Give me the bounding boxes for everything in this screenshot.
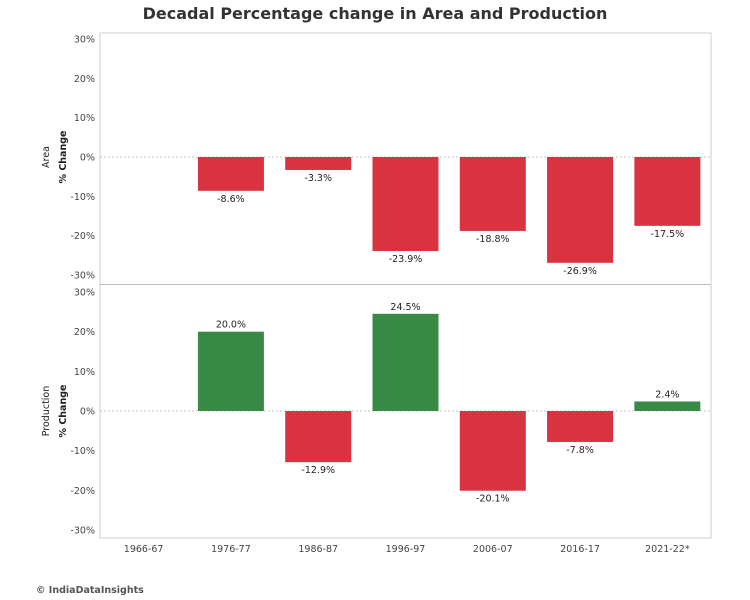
data-label: -17.5% — [651, 229, 685, 240]
y-tick-label: -20% — [70, 486, 95, 497]
y-tick-label: -30% — [70, 526, 95, 537]
x-tick-label: 2021-22* — [645, 544, 690, 555]
bar — [285, 411, 352, 463]
x-tick-label: 1966-67 — [124, 544, 164, 555]
data-label: -20.1% — [476, 494, 510, 505]
chart-title: Decadal Percentage change in Area and Pr… — [142, 4, 608, 23]
bar — [285, 157, 352, 170]
x-tick-label: 2016-17 — [560, 544, 600, 555]
x-tick-label: 2006-07 — [473, 544, 513, 555]
bar — [547, 157, 614, 263]
footer-credit: © IndiaDataInsights — [36, 585, 144, 596]
series-name-label: Production — [41, 386, 52, 437]
production-panel: -30% -20% -10% 0% 10% 20% 30% Production % Chang… — [41, 288, 711, 537]
bar — [372, 313, 439, 411]
bar — [372, 157, 439, 252]
bar — [634, 157, 701, 226]
x-tick-label: 1986-87 — [298, 544, 338, 555]
data-label: -18.8% — [476, 234, 510, 245]
data-label: -7.8% — [566, 445, 594, 456]
plot-border — [99, 32, 712, 539]
bar — [197, 157, 264, 191]
x-tick-label: 1976-77 — [211, 544, 251, 555]
bar — [197, 331, 264, 411]
data-label: 20.0% — [216, 320, 246, 331]
chart-frame — [99, 32, 712, 539]
area-panel: -30% -20% -10% 0% 10% 20% 30% Area % Change -8.6%… — [41, 35, 711, 282]
y-axis-label: % Change — [58, 385, 69, 438]
data-label: -26.9% — [563, 266, 597, 277]
x-axis: 1966-67 1976-77 1986-87 1996-97 2006-07 2016-… — [124, 544, 690, 555]
y-tick-label: 10% — [74, 367, 95, 378]
data-label: -3.3% — [304, 173, 332, 184]
y-tick-label: 30% — [74, 35, 95, 46]
y-tick-label: 30% — [74, 288, 95, 299]
y-tick-label: -20% — [70, 231, 95, 242]
data-label: -12.9% — [301, 465, 335, 476]
y-axis-label: % Change — [58, 131, 69, 184]
bar — [459, 411, 526, 491]
series-name-label: Area — [41, 146, 52, 168]
y-tick-label: -30% — [70, 271, 95, 282]
y-tick-label: 20% — [74, 74, 95, 85]
y-tick-label: 0% — [80, 407, 95, 418]
bar — [547, 411, 614, 442]
data-label: -23.9% — [389, 254, 423, 265]
y-tick-label: 20% — [74, 327, 95, 338]
data-label: 2.4% — [655, 389, 679, 400]
y-tick-label: -10% — [70, 446, 95, 457]
y-tick-label: 0% — [80, 153, 95, 164]
data-label: 24.5% — [390, 302, 420, 313]
y-tick-label: 10% — [74, 113, 95, 124]
bar — [459, 157, 526, 231]
data-label: -8.6% — [217, 194, 245, 205]
y-tick-label: -10% — [70, 192, 95, 203]
bar — [634, 401, 701, 411]
x-tick-label: 1996-97 — [386, 544, 426, 555]
